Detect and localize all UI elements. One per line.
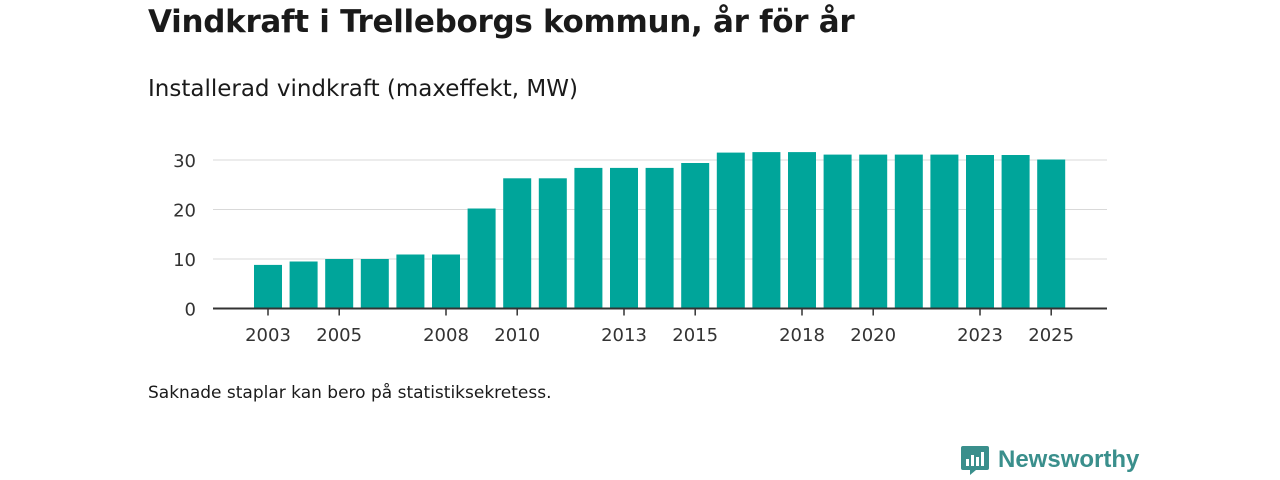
bar-chart: 2003: 8.82004: 9.52005: 102006: 102007: …	[173, 151, 1107, 346]
bar-2016: 2016: 31.5	[716, 152, 745, 309]
bar-2013: 2013: 28.4	[610, 167, 638, 309]
bar-2015: 2015: 29.4	[681, 163, 710, 309]
axes: 0 10 20 30 2003 2005 2008 2010 2013 2015 2018 2020 2…	[173, 151, 1107, 346]
x-tick-label: 2025	[1028, 325, 1074, 346]
bar-2012: 2012: 28.4	[574, 167, 603, 309]
bar-2009: 2009: 20.2	[467, 208, 496, 309]
bars: 2003: 8.82004: 9.52005: 102006: 102007: …	[254, 152, 1066, 309]
x-tick-label: 2003	[245, 325, 291, 346]
bar-2024: 2024: 31	[1001, 155, 1030, 309]
chart-title: Vindkraft i Trelleborgs kommun, år för å…	[148, 4, 855, 40]
y-tick-label: 20	[173, 201, 196, 222]
y-tick-label: 0	[185, 300, 196, 321]
bar-2014: 2014: 28.4	[645, 167, 674, 309]
newsworthy-logo-icon	[961, 446, 989, 475]
bar-2003: 2003: 8.8	[254, 264, 282, 309]
x-tick-label: 2010	[494, 325, 540, 346]
x-tick-label: 2013	[601, 325, 647, 346]
y-tick-label: 10	[173, 250, 196, 271]
x-tick-label: 2008	[423, 325, 469, 346]
bar-2019: 2019: 31.1	[823, 154, 852, 309]
bar-2020: 2020: 31.1	[859, 154, 888, 309]
bar-2007: 2007: 10.9	[396, 254, 425, 309]
footnote: Saknade staplar kan bero på statistiksek…	[148, 383, 552, 403]
x-tick-label: 2018	[779, 325, 825, 346]
bar-2005: 2005: 10	[325, 259, 354, 309]
bar-2010: 2010: 26.3	[503, 178, 532, 309]
bar-2021: 2021: 31.1	[894, 154, 923, 309]
bar-2022: 2022: 31.1	[930, 154, 959, 309]
bar-2011: 2011: 26.3	[538, 178, 567, 309]
x-tick-label: 2005	[316, 325, 362, 346]
bar-2018: 2018: 31.6	[788, 152, 816, 309]
x-tick-label: 2020	[850, 325, 896, 346]
bar-2008: 2008: 10.9	[432, 254, 460, 309]
bar-2023: 2023: 31	[966, 155, 994, 309]
bar-2006: 2006: 10	[360, 259, 389, 309]
brand-name: Newsworthy	[998, 446, 1140, 473]
x-tick-label: 2015	[672, 325, 718, 346]
bar-2004: 2004: 9.5	[289, 261, 318, 309]
newsworthy-logo[interactable]: Newsworthy	[960, 444, 1139, 476]
y-tick-label: 30	[173, 151, 196, 172]
bar-2025: 2025: 30.1	[1037, 159, 1066, 309]
chart-subtitle: Installerad vindkraft (maxeffekt, MW)	[148, 76, 578, 102]
bar-2017: 2017: 31.6	[752, 152, 781, 309]
x-tick-label: 2023	[957, 325, 1003, 346]
